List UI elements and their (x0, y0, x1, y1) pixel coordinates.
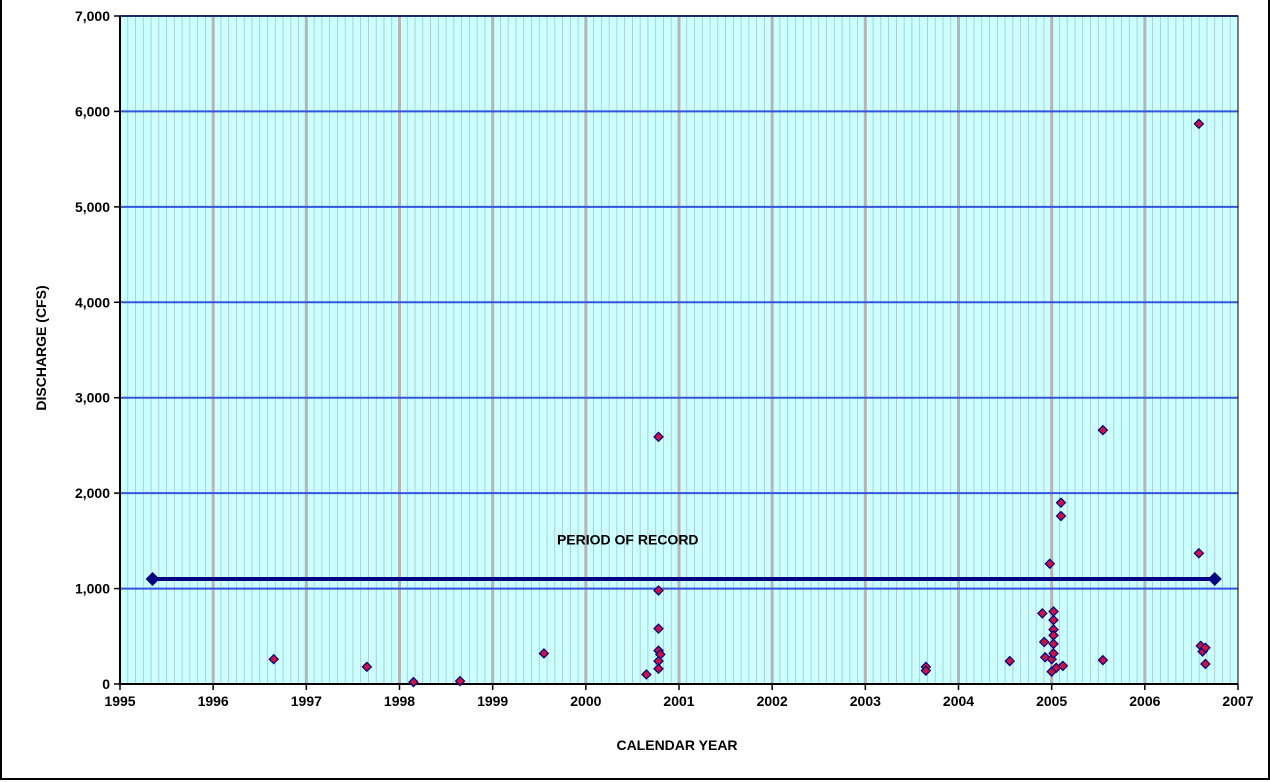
x-tick-label: 1999 (477, 693, 508, 709)
x-tick-label: 2007 (1222, 693, 1253, 709)
data-point (1200, 642, 1211, 654)
data-point (1097, 654, 1109, 666)
data-point (1057, 660, 1069, 672)
data-point (641, 669, 652, 680)
minor-gridlines (127, 16, 1231, 684)
data-point (1004, 655, 1016, 667)
x-tick-label: 2002 (757, 693, 788, 709)
y-tick-label: 2,000 (75, 485, 110, 501)
x-tick-label: 2000 (570, 693, 601, 709)
x-tick-label: 2001 (663, 693, 694, 709)
data-point (408, 676, 419, 688)
x-tick-label: 2003 (850, 693, 881, 709)
data-point (920, 665, 932, 676)
y-tick-label: 7,000 (75, 8, 110, 24)
x-tick-label: 2006 (1129, 693, 1160, 709)
period-of-record-label: PERIOD OF RECORD (557, 532, 699, 548)
data-point (538, 648, 550, 659)
major-vertical-gridlines (211, 16, 1147, 684)
y-tick-label: 5,000 (75, 199, 110, 215)
y-tick-label: 0 (102, 676, 110, 692)
data-point (268, 653, 280, 665)
data-point (454, 675, 466, 687)
data-point (1193, 547, 1205, 559)
x-axis-title: CALENDAR YEAR (616, 737, 737, 753)
period-endpoint-marker (1207, 572, 1222, 587)
x-tick-label: 2004 (943, 693, 974, 709)
x-tick-label: 1996 (198, 693, 229, 709)
period-of-record-line (145, 572, 1222, 587)
x-tick-label: 1995 (104, 693, 135, 709)
y-tick-label: 3,000 (75, 390, 110, 406)
data-points (268, 118, 1211, 688)
x-tick-label: 1997 (291, 693, 322, 709)
axes (114, 15, 1239, 690)
y-axis-title: DISCHARGE (CFS) (33, 285, 49, 410)
data-point (1037, 608, 1048, 619)
data-point (653, 623, 664, 634)
y-tick-label: 4,000 (75, 294, 110, 310)
data-point (361, 661, 373, 673)
x-tick-label: 1998 (384, 693, 415, 709)
data-point (653, 663, 664, 675)
data-point (653, 585, 664, 596)
data-point (1200, 658, 1211, 670)
period-endpoint-marker (145, 572, 160, 587)
y-tick-labels: 0 1,000 2,000 3,000 4,000 5,000 6,000 7,000 (75, 8, 110, 692)
data-point (1055, 497, 1067, 509)
data-point (1055, 510, 1067, 522)
x-tick-labels: 1995 1996 1997 1998 1999 2000 2001 2002 2003 2004… (104, 693, 1253, 709)
y-tick-label: 1,000 (75, 581, 110, 597)
x-tick-label: 2005 (1036, 693, 1067, 709)
data-point (1044, 558, 1056, 570)
data-point (1097, 424, 1109, 436)
data-point (653, 431, 664, 443)
data-point (1193, 118, 1205, 130)
data-point (1048, 648, 1059, 659)
y-tick-label: 6,000 (75, 103, 110, 119)
data-point (1038, 636, 1050, 648)
